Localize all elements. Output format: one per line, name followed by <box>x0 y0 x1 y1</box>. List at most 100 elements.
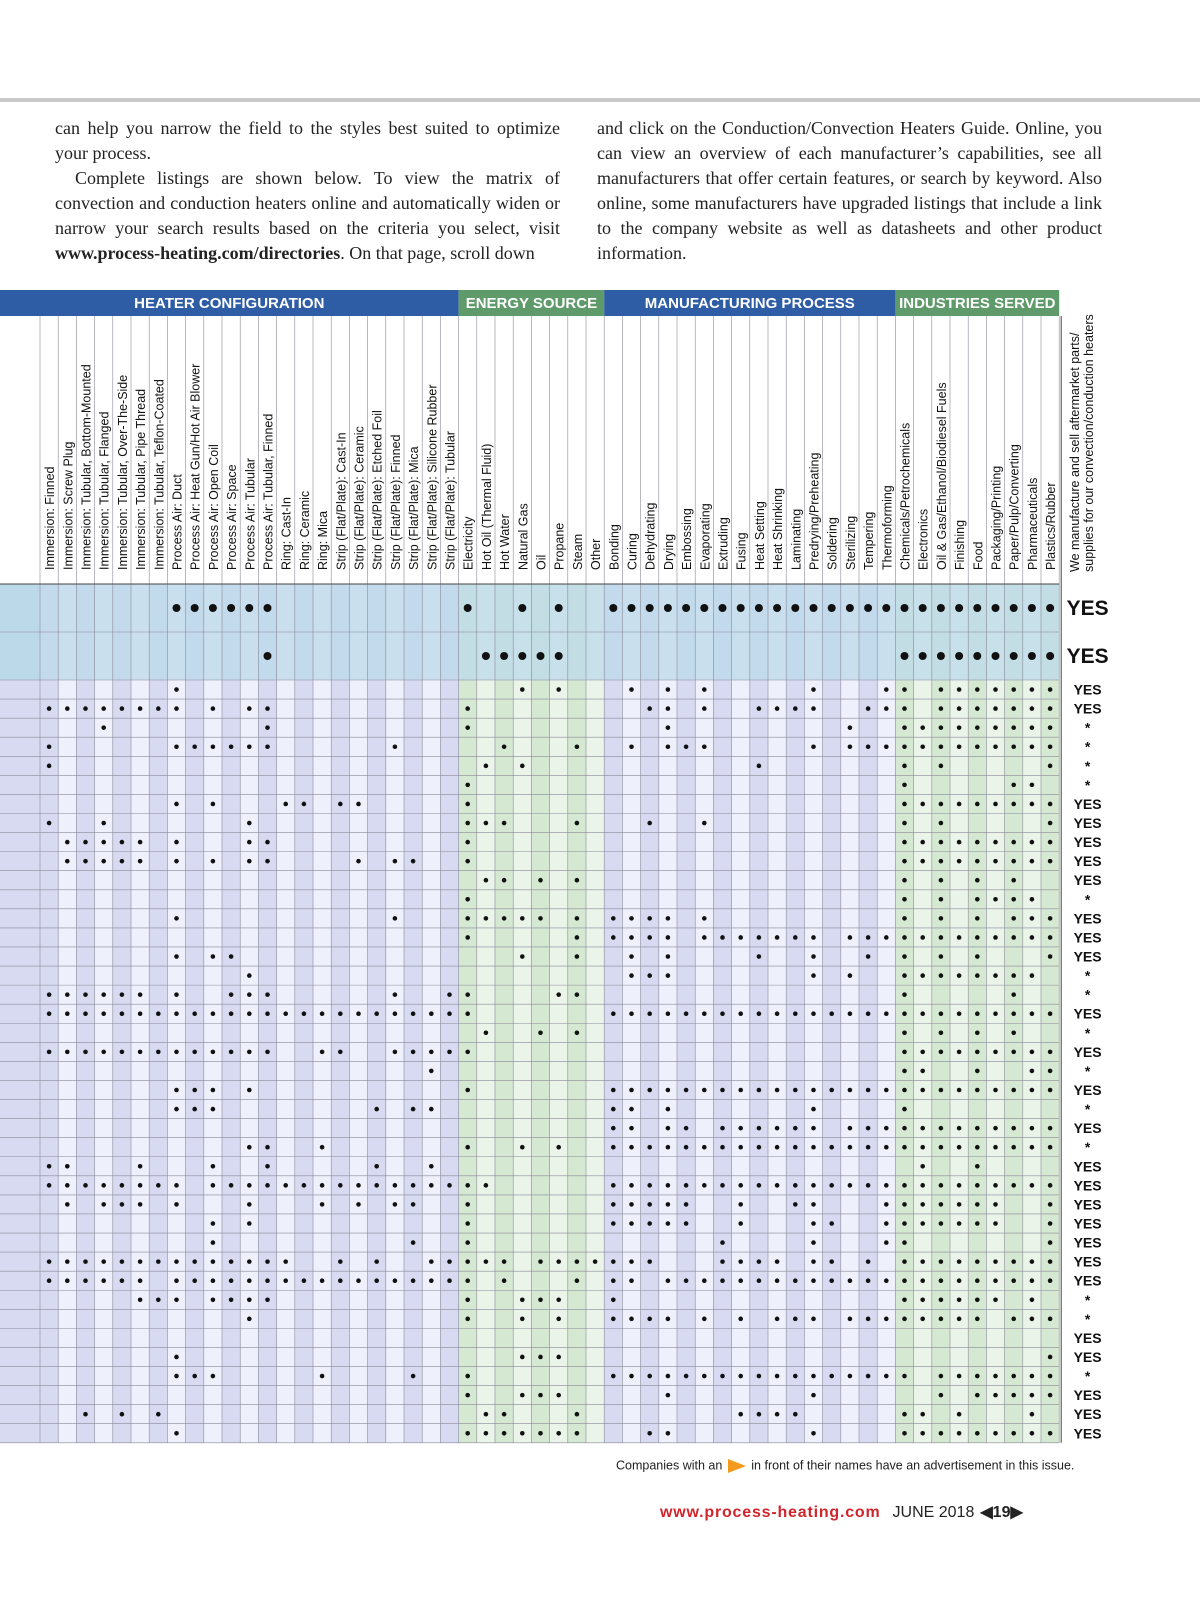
dot <box>574 1411 580 1417</box>
dot <box>865 1144 871 1150</box>
dot <box>665 706 671 711</box>
top-rule <box>0 98 1200 102</box>
dot <box>993 1221 998 1226</box>
dot <box>793 935 798 940</box>
dot <box>738 1221 743 1226</box>
dot <box>938 801 944 807</box>
dot <box>520 1297 525 1303</box>
column-label: Sterilizing <box>844 516 858 570</box>
dot <box>1029 1068 1035 1074</box>
dot <box>263 604 272 612</box>
dot <box>46 1183 52 1188</box>
dot <box>247 839 252 845</box>
dot <box>975 1068 980 1074</box>
dot <box>1047 687 1053 692</box>
dot <box>1047 763 1053 769</box>
dot <box>65 706 70 711</box>
answer: YES <box>1074 682 1102 698</box>
dot <box>447 1259 452 1264</box>
dot <box>283 1278 289 1284</box>
column-label: Strip (Flat/Plate): Etched Foil <box>371 410 385 570</box>
dot <box>301 801 307 807</box>
dot <box>884 687 889 692</box>
dot <box>392 1202 398 1207</box>
dot <box>374 1163 380 1169</box>
dot <box>356 1011 361 1017</box>
dot <box>702 1087 707 1093</box>
dot <box>156 1259 161 1264</box>
dot <box>429 1068 434 1074</box>
dot <box>902 744 907 750</box>
dot <box>574 1278 580 1284</box>
dot <box>647 1011 652 1017</box>
dot <box>210 1297 216 1303</box>
dot <box>884 935 889 940</box>
dot <box>847 1316 853 1322</box>
dot <box>920 1087 925 1093</box>
column-label: Strip (Flat/Plate): Finned <box>389 434 403 570</box>
dot <box>1011 1011 1016 1017</box>
dot <box>137 1278 143 1284</box>
dot <box>265 1259 270 1264</box>
dot <box>1047 1373 1053 1379</box>
column-label: Immersion: Tubular, Over-The-Side <box>116 375 130 570</box>
dot <box>938 1221 944 1226</box>
dot <box>811 1221 816 1226</box>
dot <box>702 935 707 940</box>
dot <box>356 1278 361 1284</box>
dot <box>902 1411 907 1417</box>
column-band <box>495 584 514 1443</box>
dot <box>429 1163 434 1169</box>
dot <box>410 1240 416 1245</box>
dot <box>101 1183 106 1188</box>
dot <box>611 935 616 940</box>
dot <box>918 652 927 660</box>
dot <box>520 1354 525 1360</box>
dot <box>247 1087 252 1093</box>
column-label: Pharmaceuticals <box>1026 478 1040 570</box>
dot <box>119 1278 125 1284</box>
dot <box>791 604 800 612</box>
dot <box>665 935 671 940</box>
dot <box>574 820 580 826</box>
dot <box>283 1011 289 1017</box>
dot <box>683 1202 689 1207</box>
dot <box>811 1183 816 1188</box>
dot <box>1047 1221 1053 1226</box>
dot <box>774 935 780 940</box>
dot <box>847 1373 853 1379</box>
dot <box>1011 1087 1016 1093</box>
dot <box>902 1183 907 1188</box>
dot <box>884 1087 889 1093</box>
dot <box>665 725 671 730</box>
dot <box>700 604 709 612</box>
dot <box>483 877 489 883</box>
column-label: Bonding <box>607 524 621 570</box>
dot <box>137 1259 143 1264</box>
dot <box>500 652 509 660</box>
dot <box>975 916 980 921</box>
dot <box>865 1373 871 1379</box>
column-label: Predrying/Preheating <box>808 453 822 570</box>
dot <box>793 1411 798 1417</box>
dot <box>483 1411 489 1417</box>
dot <box>228 1259 234 1264</box>
dot <box>137 1011 143 1017</box>
dot <box>956 1221 962 1226</box>
dot <box>319 1011 325 1017</box>
dot <box>501 1430 507 1436</box>
dot <box>938 877 944 883</box>
dot <box>210 744 216 750</box>
dot <box>174 1373 179 1379</box>
column-label: Strip (Flat/Plate): Cast-In <box>334 432 348 570</box>
dot <box>1047 1049 1053 1055</box>
section-header <box>0 290 459 316</box>
dot <box>902 954 907 959</box>
dot <box>902 1373 907 1379</box>
dot <box>629 744 634 750</box>
dot <box>1047 1144 1053 1150</box>
dot <box>1029 858 1035 864</box>
dot <box>574 1259 580 1264</box>
dot <box>1011 1125 1016 1131</box>
dot <box>101 725 106 730</box>
